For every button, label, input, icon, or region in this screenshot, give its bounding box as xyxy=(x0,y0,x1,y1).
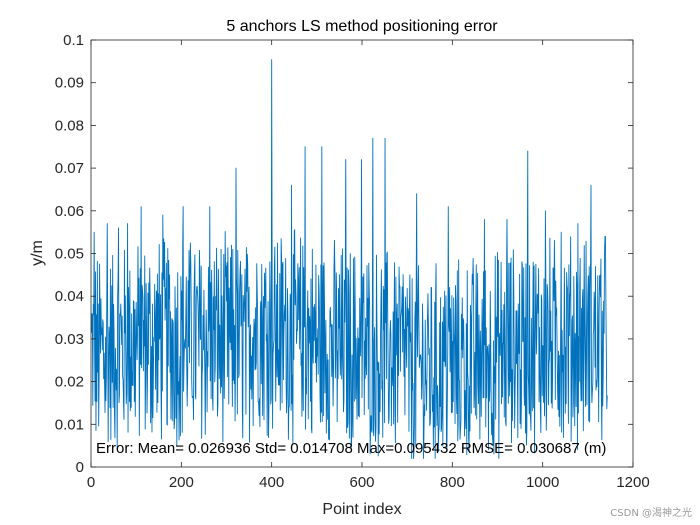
x-tick-label: 1200 xyxy=(616,474,649,491)
error-series xyxy=(91,59,608,459)
y-tick-label: 0.04 xyxy=(55,288,84,305)
y-tick-label: 0.07 xyxy=(55,160,84,177)
y-tick-label: 0.08 xyxy=(55,117,84,134)
x-tick-label: 400 xyxy=(259,474,284,491)
x-tick-label: 800 xyxy=(440,474,465,491)
chart-title: 5 anchors LS method positioning error xyxy=(226,18,498,35)
y-tick-label: 0.01 xyxy=(55,416,84,433)
error-line xyxy=(91,59,608,459)
x-tick-label: 0 xyxy=(87,474,95,491)
watermark: CSDN @渴神之光 xyxy=(610,508,692,519)
error-stats-annotation: Error: Mean= 0.026936 Std= 0.014708 Max=… xyxy=(96,440,606,457)
x-axis-label: Point index xyxy=(322,501,401,518)
y-tick-label: 0.03 xyxy=(55,331,84,348)
x-tick-label: 200 xyxy=(169,474,194,491)
x-tick-label: 600 xyxy=(349,474,374,491)
x-axis: 0 200 400 600 800 1000 1200 xyxy=(87,40,650,491)
y-tick-label: 0.09 xyxy=(55,75,84,92)
y-tick-label: 0.05 xyxy=(55,246,84,263)
y-tick-label: 0.1 xyxy=(63,32,84,49)
y-tick-label: 0 xyxy=(76,459,84,476)
y-tick-label: 0.06 xyxy=(55,203,84,220)
x-tick-label: 1000 xyxy=(526,474,559,491)
y-tick-label: 0.02 xyxy=(55,374,84,391)
y-axis-label: y/m xyxy=(29,240,46,266)
y-axis: 0 0.01 0.02 0.03 0.04 0.05 0.06 0.07 0.08 0.09 0.1 xyxy=(55,32,633,476)
